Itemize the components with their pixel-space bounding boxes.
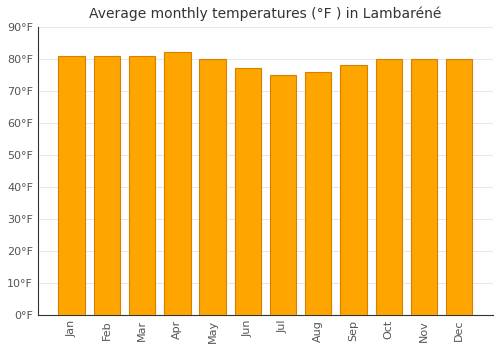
Title: Average monthly temperatures (°F ) in Lambaréné: Average monthly temperatures (°F ) in La… <box>89 7 442 21</box>
Bar <box>200 59 226 315</box>
Bar <box>234 68 261 315</box>
Bar <box>129 56 156 315</box>
Bar <box>94 56 120 315</box>
Bar <box>305 72 332 315</box>
Bar <box>446 59 472 315</box>
Bar <box>164 52 190 315</box>
Bar <box>376 59 402 315</box>
Bar <box>58 56 85 315</box>
Bar <box>410 59 437 315</box>
Bar <box>340 65 366 315</box>
Bar <box>270 75 296 315</box>
